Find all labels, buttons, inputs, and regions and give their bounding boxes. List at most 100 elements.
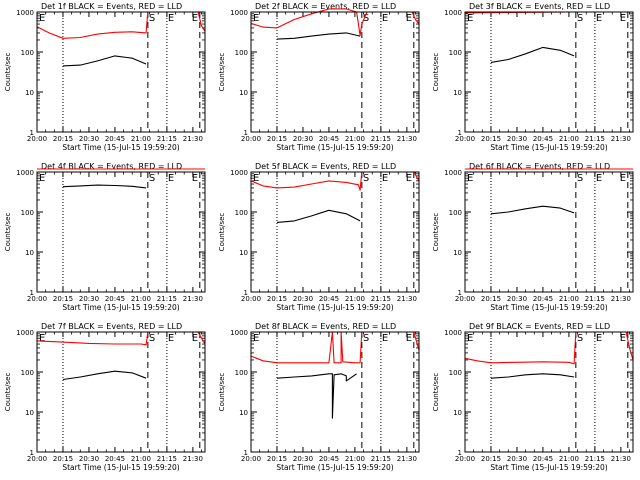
marker-letter: S [577,13,583,24]
x-tick-label: 20:30 [293,135,313,143]
x-axis-label: Start Time (15-Jul-15 19:59:20) [490,303,607,312]
x-tick-label: 21:00 [131,295,151,303]
x-tick-label: 20:45 [319,295,339,303]
x-tick-label: 21:15 [585,455,605,463]
marker-letter: E [596,333,602,344]
x-tick-label: 20:00 [455,295,475,303]
x-axis-label: Start Time (15-Jul-15 19:59:20) [276,303,393,312]
x-tick-label: 21:00 [345,455,365,463]
x-tick-label: 20:30 [293,295,313,303]
marker-letter: E [382,333,388,344]
marker-letter: E [253,173,259,184]
x-tick-label: 20:15 [267,135,287,143]
plot-frame [36,331,206,453]
series-line-lld [36,331,206,346]
x-tick-label: 21:00 [131,135,151,143]
x-tick-label: 20:00 [455,455,475,463]
y-tick-label: 10 [239,409,248,417]
y-tick-label: 10 [453,89,462,97]
plot-frame [36,171,206,293]
y-tick-label: 100 [235,209,248,217]
panel-title: Det 3f BLACK = Events, RED = LLD [469,2,610,11]
x-tick-label: 20:15 [267,295,287,303]
marker-letter: E [382,13,388,24]
x-tick-label: 20:45 [533,135,553,143]
x-tick-label: 20:15 [53,295,73,303]
x-tick-label: 21:00 [345,135,365,143]
x-tick-label: 20:15 [481,295,501,303]
x-axis-label: Start Time (15-Jul-15 19:59:20) [62,303,179,312]
y-tick-label: 100 [449,49,462,57]
x-tick-label: 20:30 [507,295,527,303]
panel-title: Det 9f BLACK = Events, RED = LLD [469,322,610,331]
y-tick-label: 1 [30,129,34,137]
y-tick-label: 100 [449,369,462,377]
chart-panel-8: Det 8f BLACK = Events, RED = LLD Counts/s… [218,322,420,472]
x-tick-label: 21:15 [585,135,605,143]
y-axis-label: Counts/sec [218,373,226,412]
y-tick-label: 1000 [230,329,248,337]
panel-title: Det 1f BLACK = Events, RED = LLD [41,2,182,11]
marker-letter: S [149,333,155,344]
x-tick-label: 20:45 [319,135,339,143]
plot-frame [250,11,420,133]
x-axis-label: Start Time (15-Jul-15 19:59:20) [276,463,393,472]
y-tick-label: 1 [244,289,248,297]
marker-letter: E [620,173,626,184]
x-tick-label: 20:00 [241,295,261,303]
y-tick-label: 100 [235,369,248,377]
x-tick-label: 20:45 [105,135,125,143]
marker-letter: E [406,13,412,24]
x-tick-label: 21:15 [157,455,177,463]
x-tick-label: 20:45 [105,295,125,303]
marker-letter: E [253,333,259,344]
x-tick-label: 21:00 [559,295,579,303]
x-tick-label: 20:00 [455,135,475,143]
x-tick-label: 20:45 [105,455,125,463]
x-tick-label: 21:30 [611,135,631,143]
y-tick-label: 1000 [16,9,34,17]
y-tick-label: 1000 [230,169,248,177]
x-tick-label: 21:30 [183,135,203,143]
y-tick-label: 1 [30,289,34,297]
marker-letter: E [467,173,473,184]
y-tick-label: 10 [239,89,248,97]
chart-panel-9: Det 9f BLACK = Events, RED = LLD Counts/s… [432,322,634,472]
x-axis-label: Start Time (15-Jul-15 19:59:20) [62,143,179,152]
y-tick-label: 1 [244,129,248,137]
x-tick-label: 20:45 [319,455,339,463]
x-tick-label: 21:30 [183,295,203,303]
chart-panel-5: Det 5f BLACK = Events, RED = LLD Counts/s… [218,162,420,312]
x-tick-label: 21:30 [397,295,417,303]
x-tick-label: 20:15 [481,455,501,463]
x-axis-label: Start Time (15-Jul-15 19:59:20) [490,463,607,472]
plot-frame [250,171,420,293]
y-tick-label: 1000 [444,169,462,177]
y-tick-label: 1 [458,449,462,457]
x-tick-label: 20:30 [79,455,99,463]
x-tick-label: 20:30 [79,295,99,303]
marker-letter: S [577,333,583,344]
y-tick-label: 100 [21,369,34,377]
x-tick-label: 21:30 [397,135,417,143]
panel-title: Det 8f BLACK = Events, RED = LLD [255,322,396,331]
x-tick-label: 20:45 [533,295,553,303]
marker-letter: E [596,13,602,24]
series-line-events [62,55,147,67]
x-tick-label: 21:15 [371,135,391,143]
series-line-events [276,373,357,419]
marker-letter: E [39,13,45,24]
series-line-events [490,46,575,63]
plot-frame [36,11,206,133]
series-line-events [276,32,361,40]
y-axis-label: Counts/sec [4,373,12,412]
marker-letter: E [467,13,473,24]
marker-letter: E [192,333,198,344]
series-line-events [276,209,361,223]
series-line-events [62,184,147,189]
panel-title: Det 7f BLACK = Events, RED = LLD [41,322,182,331]
series-line-events [62,370,147,381]
chart-panel-2: Det 2f BLACK = Events, RED = LLD Counts/s… [218,2,420,152]
panel-title: Det 2f BLACK = Events, RED = LLD [255,2,396,11]
y-tick-label: 100 [21,209,34,217]
